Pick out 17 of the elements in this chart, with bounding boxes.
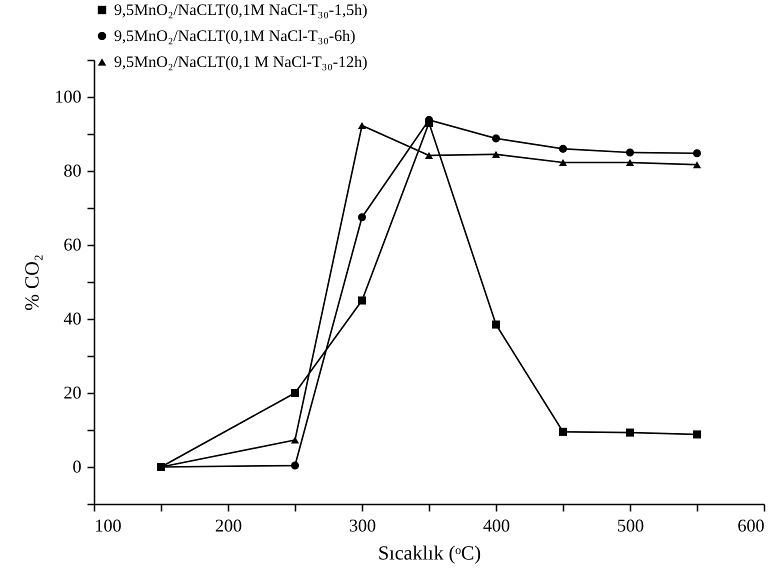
x-tick-label: 500: [617, 516, 644, 536]
legend-label: 9,5MnO₂/NaCLT(0,1M NaCl-T₃₀-1,5h): [114, 2, 368, 19]
y-tick-label: 20: [64, 382, 82, 402]
x-tick-label: 600: [738, 516, 764, 536]
y-tick-label: 0: [72, 456, 82, 476]
x-tick-label: 300: [349, 516, 376, 536]
legend-label: 9,5MnO₂/NaCLT(0,1 M NaCl-T₃₀-12h): [114, 54, 368, 71]
y-tick-label: 40: [64, 308, 82, 328]
x-tick-label: 200: [215, 516, 242, 536]
x-axis-title: Sıcaklık (ᵒC): [378, 542, 481, 564]
x-tick-label: 400: [483, 516, 510, 536]
y-tick-label: 60: [64, 234, 82, 254]
y-axis-title: % CO₂: [22, 254, 44, 311]
y-tick-label: 80: [64, 160, 82, 180]
y-tick-label: 100: [54, 86, 82, 106]
legend-label: 9,5MnO₂/NaCLT(0,1M NaCl-T₃₀-6h): [114, 28, 356, 45]
x-tick-label: 100: [94, 516, 122, 536]
